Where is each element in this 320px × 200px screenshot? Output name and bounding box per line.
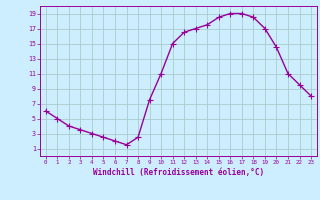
X-axis label: Windchill (Refroidissement éolien,°C): Windchill (Refroidissement éolien,°C) (93, 168, 264, 177)
